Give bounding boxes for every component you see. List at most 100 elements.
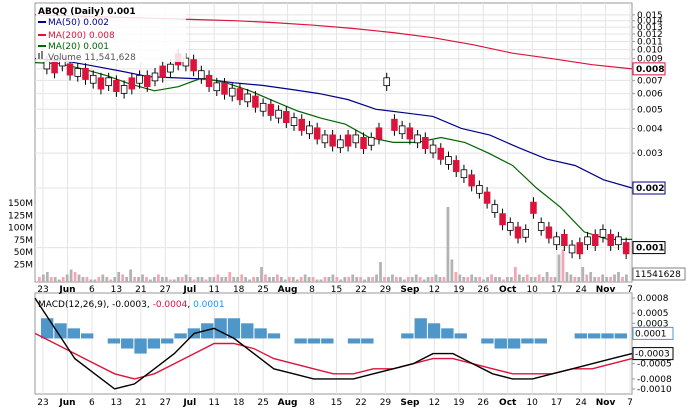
x-tick-label: 7 (627, 398, 633, 408)
volume-bar (335, 277, 339, 282)
volume-bar (343, 277, 347, 282)
volume-tick-label: 50M (14, 248, 33, 258)
legend-ma200: MA(200) 0.008 (48, 31, 115, 41)
volume-badge-label: 11541628 (635, 270, 681, 280)
volume-bar (581, 267, 585, 282)
x-tick-label: 8 (309, 285, 315, 295)
macd-badge (632, 326, 674, 340)
x-tick-label: 25 (257, 285, 268, 295)
macd-panel-frame (34, 292, 633, 395)
volume-bar (617, 272, 620, 282)
volume-bar (228, 272, 232, 282)
volume-bar (299, 277, 303, 282)
x-tick-label: 22 (355, 285, 366, 295)
x-tick-label: 24 (575, 285, 587, 295)
macd-histogram-bar (41, 318, 54, 339)
volume-bar (394, 277, 398, 282)
candle-body (51, 61, 58, 74)
x-tick-label: 21 (135, 398, 146, 408)
axis-badges: 0.008 0.002 0.001 11541628 0.0001 -0.0003 (632, 62, 686, 361)
candle-body (352, 134, 360, 144)
macd-histogram-bar (134, 338, 147, 354)
macd-tick-label: 0.0003 (637, 319, 669, 329)
volume-bar (498, 277, 501, 282)
volume-bar (525, 274, 529, 282)
volume-bar (105, 277, 109, 282)
x-tick-label: 26 (478, 285, 490, 295)
macd-tick-label: 0.0008 (637, 294, 669, 304)
macd-histogram-bar (54, 323, 67, 339)
volume-bar (494, 277, 497, 282)
volume-bar (371, 277, 374, 282)
candle-body (391, 118, 398, 131)
volume-bar (61, 277, 65, 282)
candle-body (591, 233, 599, 247)
legend: ABQQ (Daily) 0.001 MA(50) 0.002 MA(200) … (36, 4, 186, 63)
volume-bar (141, 274, 144, 282)
volume-tick-label: 25M (14, 261, 33, 271)
volume-bar (121, 274, 125, 282)
macd-histogram-bar (347, 338, 361, 344)
x-tick-label: 27 (160, 285, 171, 295)
macd-tick-label: -0.0010 (637, 385, 672, 395)
candle-body (561, 233, 568, 247)
legend-volume: Volume 11,541,628 (48, 53, 136, 63)
candle-body (267, 103, 275, 116)
price-badge (632, 241, 666, 255)
volume-bar (125, 277, 129, 282)
candle-body (221, 82, 228, 95)
candle-body (599, 228, 607, 238)
volume-bar (541, 277, 545, 282)
volume-bar (319, 279, 323, 282)
price-tick-label: 0.011 (637, 37, 663, 47)
candle-body (522, 228, 529, 238)
volume-bar (153, 277, 156, 282)
volume-bar (196, 277, 200, 282)
candle-body (537, 222, 545, 231)
volume-bar (236, 277, 240, 282)
x-tick-label: 29 (380, 398, 392, 408)
volume-bar (133, 277, 136, 282)
volume-bar (109, 279, 113, 282)
macd-histogram-bar (294, 338, 307, 344)
x-tick-label: 15 (331, 398, 342, 408)
price-axis-labels: 0.0150.0140.0130.0120.0110.0100.0090.008… (632, 11, 663, 254)
candle-body (228, 87, 236, 97)
candle-body (236, 88, 244, 101)
volume-bar (208, 277, 212, 282)
volume-bar (248, 279, 251, 282)
macd-histogram-bar (401, 333, 414, 339)
macd-histogram-bar (201, 323, 214, 339)
volume-bar (145, 277, 148, 282)
volume-bar (434, 274, 438, 282)
x-tick-label: 11 (208, 285, 219, 295)
candle-body (375, 127, 383, 140)
volume-bar (244, 277, 248, 282)
volume-bar (387, 277, 390, 282)
volume-bar (156, 274, 160, 282)
price-badge (632, 181, 666, 195)
x-tick-label: Nov (596, 398, 616, 408)
volume-bar (601, 274, 605, 282)
legend-ma20: MA(20) 0.001 (48, 42, 109, 52)
volume-bar (506, 277, 509, 282)
macd-histogram-bar (254, 328, 267, 339)
macd-histogram-bar (227, 318, 241, 339)
candle-body (615, 236, 622, 246)
volume-bar (605, 277, 608, 282)
volume-bar (275, 274, 279, 282)
volume-bar (327, 277, 331, 282)
volume-bar (402, 279, 406, 282)
volume-tick-label: 100M (8, 224, 33, 234)
candle-body (422, 136, 429, 150)
macd-histogram-bar (494, 338, 507, 349)
volume-bar (137, 277, 140, 282)
volume-bar (89, 279, 93, 282)
macd-histogram-bar (121, 338, 134, 349)
x-tick-label: 21 (135, 285, 146, 295)
volume-bar (502, 279, 505, 282)
volume-bar (287, 277, 291, 282)
macd-histogram-bar (241, 323, 254, 339)
